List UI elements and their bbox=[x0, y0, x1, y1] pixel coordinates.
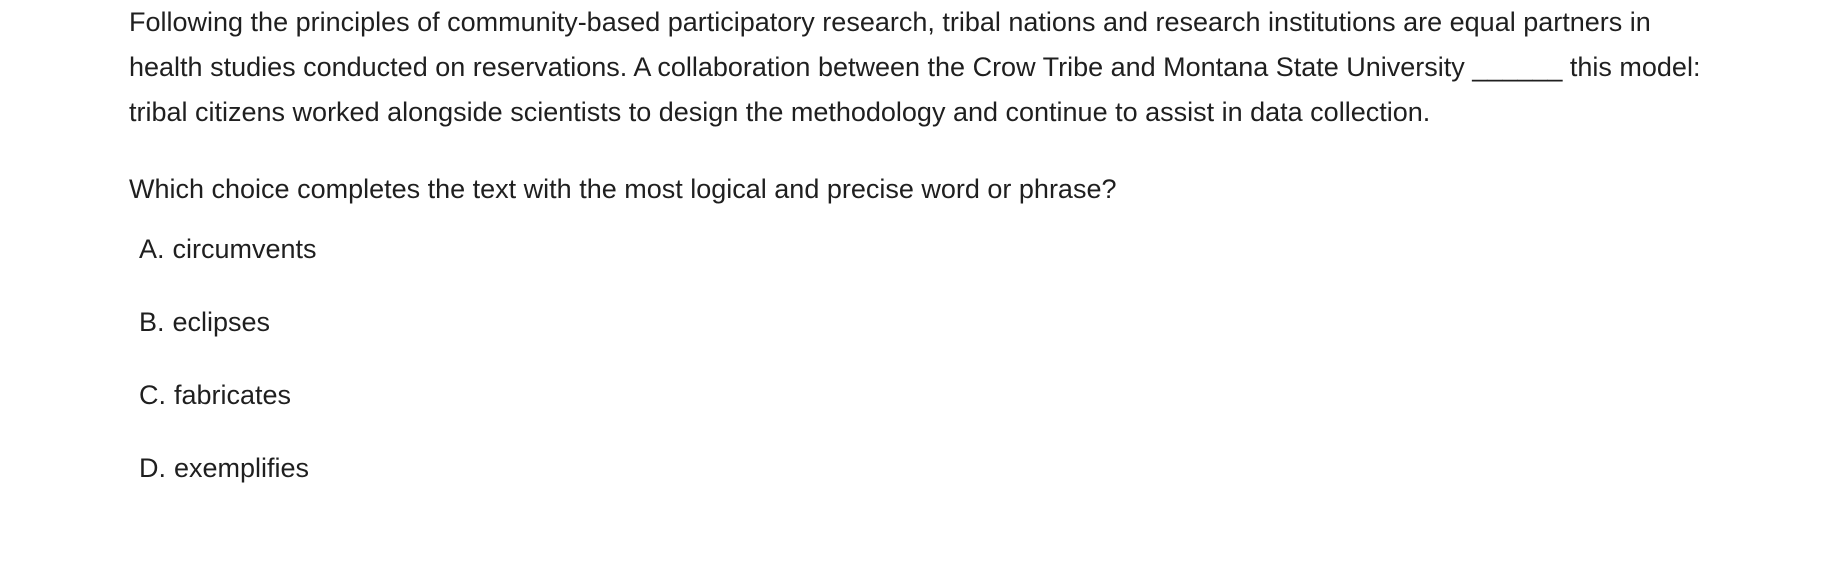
choice-letter: D. bbox=[139, 453, 166, 483]
choice-a[interactable]: A. circumvents bbox=[129, 229, 1729, 269]
choice-text: exemplifies bbox=[174, 453, 310, 483]
passage-text: Following the principles of community-ba… bbox=[129, 7, 1701, 127]
choice-c[interactable]: C. fabricates bbox=[129, 375, 1729, 415]
choice-letter: A. bbox=[139, 234, 165, 264]
choice-letter: C. bbox=[139, 380, 166, 410]
choice-text: fabricates bbox=[174, 380, 292, 410]
question-block: Following the principles of community-ba… bbox=[129, 0, 1729, 521]
answer-choices: A. circumvents B. eclipses C. fabricates D.… bbox=[129, 229, 1729, 488]
question-prompt: Which choice completes the text with the… bbox=[129, 174, 1117, 204]
choice-text: circumvents bbox=[172, 234, 317, 264]
choice-d[interactable]: D. exemplifies bbox=[129, 448, 1729, 488]
choice-b[interactable]: B. eclipses bbox=[129, 302, 1729, 342]
choice-letter: B. bbox=[139, 307, 165, 337]
choice-text: eclipses bbox=[172, 307, 271, 337]
